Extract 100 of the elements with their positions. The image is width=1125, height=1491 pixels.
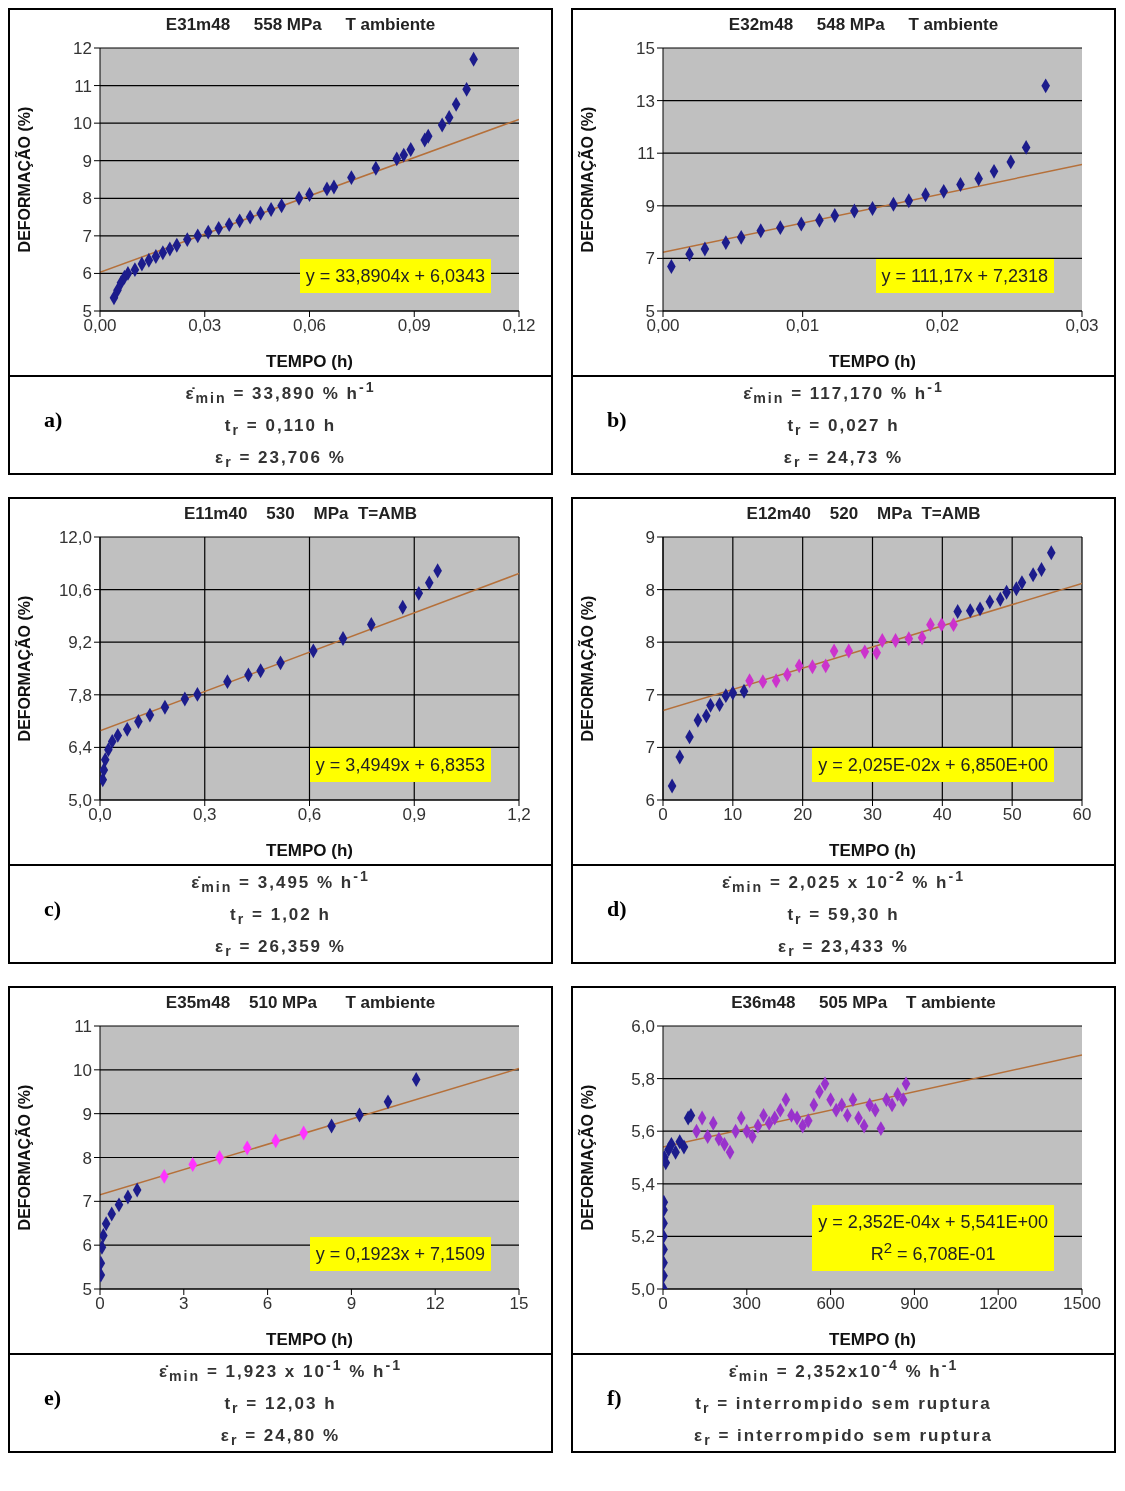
text: f) <box>607 1385 622 1411</box>
y-axis-title: DEFORMAÇÃO (%) <box>13 1084 33 1231</box>
text: t$_{r}$ = 59,30 h <box>787 903 900 930</box>
y-tick-label: 9 <box>82 1104 92 1124</box>
x-axis-title: TEMPO (h) <box>266 352 353 371</box>
y-tick-label: 6,4 <box>68 738 92 758</box>
y-tick-label: 6,0 <box>631 1017 655 1037</box>
x-tick-label: 0,01 <box>786 316 820 336</box>
x-axis-title: TEMPO (h) <box>266 841 353 860</box>
x-tick-label: 0,0 <box>88 805 112 825</box>
annotation: y = 33,8904x + 6,0343 <box>305 265 485 288</box>
y-tick-label: 5 <box>82 1280 92 1300</box>
y-tick-label: 10 <box>73 1060 92 1080</box>
chart-title: E32m48 548 MPa T ambiente <box>727 14 1000 36</box>
y-tick-label: 5,2 <box>631 1227 655 1247</box>
x-tick-label: 0,03 <box>188 316 222 336</box>
y-tick-label: 9 <box>645 528 655 548</box>
y-tick-label: 12,0 <box>58 528 92 548</box>
text: ε$_{r}$ = 23,433 % <box>778 936 909 962</box>
y-tick-label: 9 <box>82 151 92 171</box>
y-tick-label: 5,8 <box>631 1069 655 1089</box>
y-tick-label: 7,8 <box>68 685 92 705</box>
text: e) <box>44 1385 62 1411</box>
text: c) <box>44 896 62 922</box>
y-tick-label: 10,6 <box>58 580 92 600</box>
x-tick-label: 0,02 <box>925 316 959 336</box>
y-tick-label: 15 <box>636 39 655 59</box>
y-tick-label: 9 <box>645 196 655 216</box>
x-tick-label: 1500 <box>1063 1294 1101 1314</box>
annotation: y = 3,4949x + 6,8353 <box>315 754 485 777</box>
text: ε$_{r}$ = 24,73 % <box>783 447 904 473</box>
text: ε̇$_{min}$ = 3,495 % h$^{-1}$ <box>191 866 370 897</box>
x-tick-label: 20 <box>793 805 813 825</box>
y-tick-label: 5,0 <box>631 1280 655 1300</box>
y-tick-label: 11 <box>74 1017 92 1037</box>
annotation: R$^{2}$ = 6,708E-01 <box>869 1238 997 1266</box>
y-tick-label: 7 <box>82 1192 92 1212</box>
x-tick-label: 300 <box>732 1294 761 1314</box>
text: ε$_{r}$ = 23,706 % <box>215 447 346 473</box>
text: b) <box>607 407 627 433</box>
text: t$_{r}$ = 1,02 h <box>230 903 331 930</box>
x-tick-label: 6 <box>262 1294 273 1314</box>
chart-title: E12m40 520 MPa T=AMB <box>745 503 982 525</box>
x-tick-label: 0,12 <box>502 316 536 336</box>
text: d) <box>607 896 627 922</box>
y-tick-label: 5,4 <box>631 1174 655 1194</box>
x-tick-label: 15 <box>509 1294 529 1314</box>
text: ε̇$_{min}$ = 2,025 x 10$^{-2}$ % h$^{-1}$ <box>721 866 966 897</box>
x-tick-label: 0,9 <box>402 805 427 825</box>
x-tick-label: 0,3 <box>192 805 217 825</box>
y-axis-title: DEFORMAÇÃO (%) <box>576 106 596 253</box>
text: ε$_{r}$ = 26,359 % <box>215 936 346 962</box>
text: ε̇$_{min}$ = 117,170 % h$^{-1}$ <box>743 377 944 408</box>
y-tick-label: 9,2 <box>68 633 92 653</box>
x-tick-label: 0,09 <box>397 316 431 336</box>
annotation: y = 2,025E-02x + 6,850E+00 <box>818 754 1048 777</box>
x-tick-label: 1200 <box>979 1294 1018 1314</box>
y-axis-title: DEFORMAÇÃO (%) <box>13 595 33 742</box>
y-tick-label: 6 <box>82 264 92 284</box>
y-tick-label: 6 <box>645 791 655 811</box>
x-tick-label: 0,6 <box>297 805 322 825</box>
x-tick-label: 0 <box>95 1294 105 1314</box>
annotation: y = 0,1923x + 7,1509 <box>315 1243 485 1266</box>
x-axis-title: TEMPO (h) <box>829 1330 916 1349</box>
y-tick-label: 5,6 <box>631 1122 655 1142</box>
text: t$_{r}$ = 0,027 h <box>787 414 900 441</box>
text: t$_{r}$ = 0,110 h <box>224 414 337 441</box>
y-axis-title: DEFORMAÇÃO (%) <box>576 1084 596 1231</box>
text: ε̇$_{min}$ = 1,923 x 10$^{-1}$ % h$^{-1}$ <box>158 1355 403 1386</box>
x-tick-label: 12 <box>425 1294 445 1314</box>
y-tick-label: 7 <box>645 685 655 705</box>
y-axis-title: DEFORMAÇÃO (%) <box>576 595 596 742</box>
y-tick-label: 12 <box>73 39 92 59</box>
y-tick-label: 7 <box>645 249 655 269</box>
x-tick-label: 1,2 <box>507 805 531 825</box>
y-tick-label: 8 <box>645 633 655 653</box>
y-tick-label: 13 <box>636 91 655 111</box>
x-tick-label: 0 <box>658 1294 668 1314</box>
x-tick-label: 10 <box>723 805 743 825</box>
annotation: y = 111,17x + 7,2318 <box>881 265 1048 288</box>
x-tick-label: 30 <box>863 805 882 825</box>
chart-title: E35m48 510 MPa T ambiente <box>164 992 437 1014</box>
y-tick-label: 8 <box>645 580 655 600</box>
x-tick-label: 0,06 <box>292 316 327 336</box>
x-axis-title: TEMPO (h) <box>266 1330 353 1349</box>
text: ε̇$_{min}$ = 33,890 % h$^{-1}$ <box>185 377 376 408</box>
x-tick-label: 9 <box>346 1294 357 1314</box>
text: ε$_{r}$ = interrompido sem ruptura <box>694 1425 993 1451</box>
x-tick-label: 0,03 <box>1065 316 1099 336</box>
y-tick-label: 7 <box>82 226 92 246</box>
text: t$_{r}$ = interrompido sem ruptura <box>695 1392 992 1419</box>
y-tick-label: 11 <box>74 76 92 96</box>
x-tick-label: 40 <box>932 805 952 825</box>
y-tick-label: 8 <box>82 189 92 209</box>
y-axis-title: DEFORMAÇÃO (%) <box>13 106 33 253</box>
y-tick-label: 7 <box>645 738 655 758</box>
y-tick-label: 6 <box>82 1236 92 1256</box>
x-axis-title: TEMPO (h) <box>829 352 916 371</box>
text: t$_{r}$ = 12,03 h <box>224 1392 337 1419</box>
x-tick-label: 900 <box>900 1294 929 1314</box>
